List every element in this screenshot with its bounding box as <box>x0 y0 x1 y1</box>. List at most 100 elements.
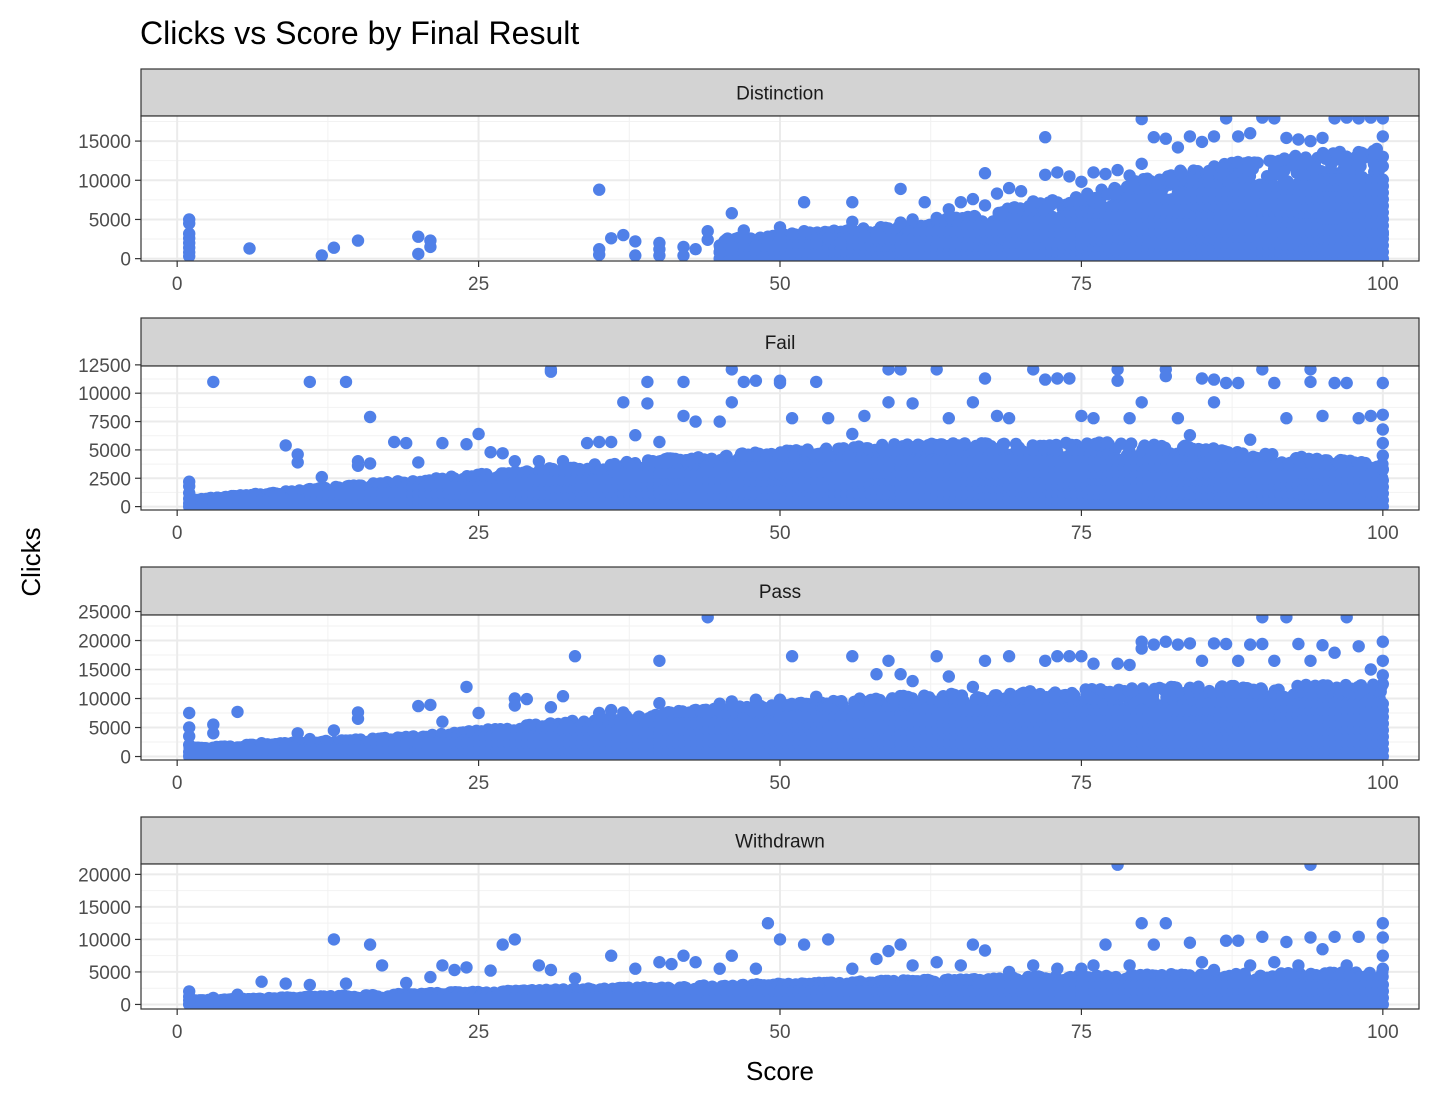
facets-layer: Distinction 0 25 50 75 100 0 5000 10000 15000 Fail… <box>78 69 1419 1043</box>
data-point <box>967 193 979 205</box>
data-point <box>1123 169 1135 181</box>
data-point <box>629 235 641 247</box>
data-point <box>777 448 789 460</box>
data-point <box>714 246 726 258</box>
data-point <box>1099 168 1111 180</box>
data-point <box>1242 164 1254 176</box>
data-point <box>931 212 943 224</box>
data-point <box>1125 437 1137 449</box>
data-point <box>787 450 799 462</box>
data-point <box>1319 153 1331 165</box>
data-point <box>735 448 747 460</box>
data-point <box>774 221 786 233</box>
data-point <box>943 203 955 215</box>
data-point <box>870 226 882 238</box>
data-point <box>955 196 967 208</box>
data-point <box>243 242 255 254</box>
data-point <box>1039 131 1051 143</box>
data-point <box>424 241 436 253</box>
data-point <box>1166 176 1178 188</box>
data-point <box>660 456 672 468</box>
data-point <box>1244 127 1256 139</box>
data-point <box>822 232 834 244</box>
y-tick-label: 5000 <box>89 210 131 231</box>
data-point <box>762 231 774 243</box>
data-point <box>1208 130 1220 142</box>
data-point <box>834 237 846 249</box>
data-point <box>919 196 931 208</box>
data-point <box>798 196 810 208</box>
data-point <box>1101 188 1113 200</box>
data-point <box>593 184 605 196</box>
data-point <box>738 233 750 245</box>
data-point <box>412 231 424 243</box>
x-tick-label: 50 <box>769 274 790 295</box>
data-point <box>1148 131 1160 143</box>
data-point <box>906 213 918 225</box>
facet-strip-label: Distinction <box>736 84 824 105</box>
data-point <box>1292 133 1304 145</box>
data-point <box>593 249 605 261</box>
data-point <box>1232 156 1244 168</box>
data-point <box>1063 170 1075 182</box>
data-point <box>726 207 738 219</box>
data-point <box>1137 173 1149 185</box>
y-tick-label: 15000 <box>78 132 131 153</box>
data-point <box>858 230 870 242</box>
data-point <box>786 227 798 239</box>
x-tick-label: 75 <box>1071 274 1092 295</box>
data-point <box>947 437 959 449</box>
data-point <box>352 234 364 246</box>
data-point <box>1075 176 1087 188</box>
data-point <box>1039 169 1051 181</box>
chart-title: Clicks vs Score by Final Result <box>140 15 579 51</box>
data-point <box>1160 133 1172 145</box>
x-tick-label: 25 <box>468 274 489 295</box>
data-point <box>1087 166 1099 178</box>
y-tick-label: 10000 <box>78 171 131 192</box>
data-point <box>991 187 1003 199</box>
data-point <box>1377 160 1389 172</box>
data-point <box>1184 130 1196 142</box>
data-point <box>934 440 946 452</box>
x-tick-label: 100 <box>1367 274 1399 295</box>
data-point <box>1316 132 1328 144</box>
data-point <box>1172 141 1184 153</box>
data-point <box>412 248 424 260</box>
data-point <box>979 199 991 211</box>
data-point <box>629 249 641 261</box>
data-point <box>798 225 810 237</box>
facet-strip-label: Fail <box>765 333 796 354</box>
data-point <box>1377 173 1389 185</box>
data-point <box>726 241 738 253</box>
data-point <box>689 243 701 255</box>
y-tick-label: 0 <box>120 250 131 271</box>
data-point <box>1232 130 1244 142</box>
data-point <box>1352 159 1364 171</box>
data-point <box>1136 158 1148 170</box>
data-point <box>1196 136 1208 148</box>
data-point <box>617 229 629 241</box>
data-point <box>1377 130 1389 142</box>
data-point <box>1051 166 1063 178</box>
data-point <box>653 249 665 261</box>
data-point <box>702 234 714 246</box>
data-point <box>316 249 328 261</box>
data-point <box>1015 185 1027 197</box>
data-point <box>1027 195 1039 207</box>
data-point <box>573 463 585 475</box>
x-tick-label: 0 <box>172 274 183 295</box>
data-point <box>1003 182 1015 194</box>
data-point <box>677 249 689 261</box>
facet-distinction: Distinction 0 25 50 75 100 0 5000 10000 15000 <box>78 69 1419 295</box>
data-point <box>894 183 906 195</box>
data-point <box>1280 132 1292 144</box>
data-point <box>1304 135 1316 147</box>
data-point <box>810 237 822 249</box>
data-point <box>846 196 858 208</box>
data-point <box>1111 164 1123 176</box>
data-point <box>605 232 617 244</box>
